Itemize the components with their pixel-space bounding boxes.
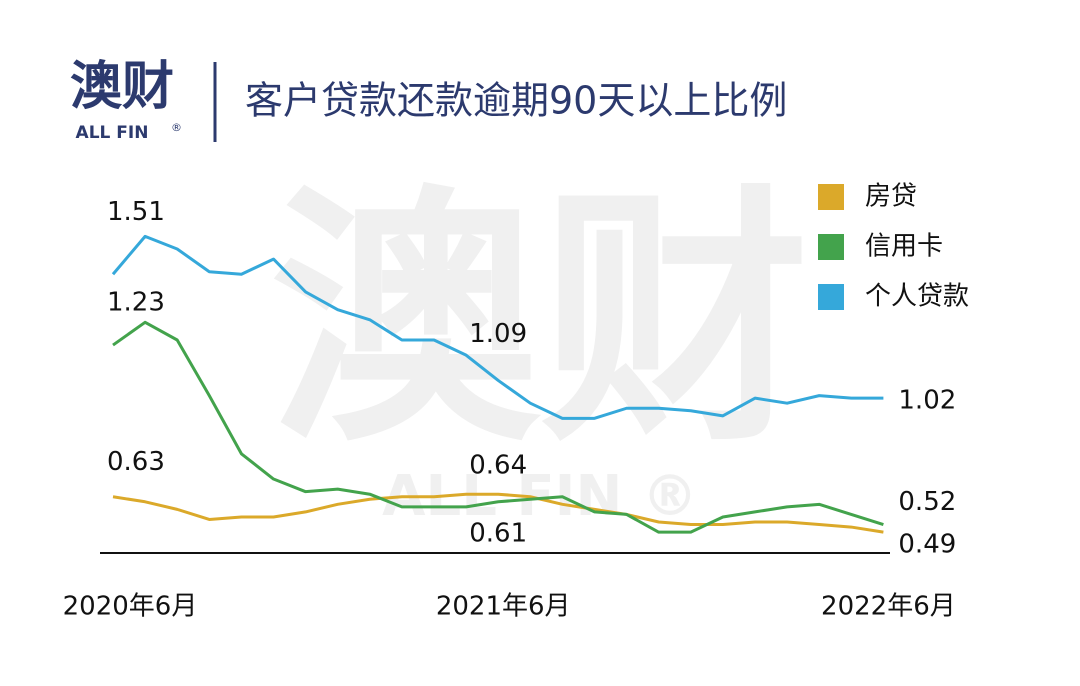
legend-swatch [818,184,844,210]
legend-label: 信用卡 [865,232,943,262]
data-label: 0.49 [898,530,956,560]
x-tick-label: 2020年6月 [63,592,198,622]
logo: 澳财 [70,57,174,117]
line [111,234,884,420]
x-tick-label: 2021年6月 [436,592,571,622]
data-label: 1.09 [469,319,527,349]
x-tick-label: 2022年6月 [821,592,956,622]
logo-sub: ALL FIN [76,123,149,143]
data-label: 0.52 [898,487,956,517]
data-label: 0.61 [469,518,527,548]
legend-swatch [818,234,844,260]
data-label: 0.63 [107,447,165,477]
data-label: 1.02 [898,386,956,416]
line [112,320,884,534]
data-label: 0.64 [469,451,527,481]
data-label: 1.23 [107,288,165,318]
title: 客户贷款还款逾期90天以上比例 [245,79,787,123]
legend-swatch [818,284,844,310]
logo-mark: ® [171,121,182,134]
legend-label: 房贷 [865,182,917,212]
watermark: 澳财 [270,163,810,478]
legend-label: 个人贷款 [865,282,969,312]
line [112,492,884,534]
data-label: 1.51 [107,197,165,227]
